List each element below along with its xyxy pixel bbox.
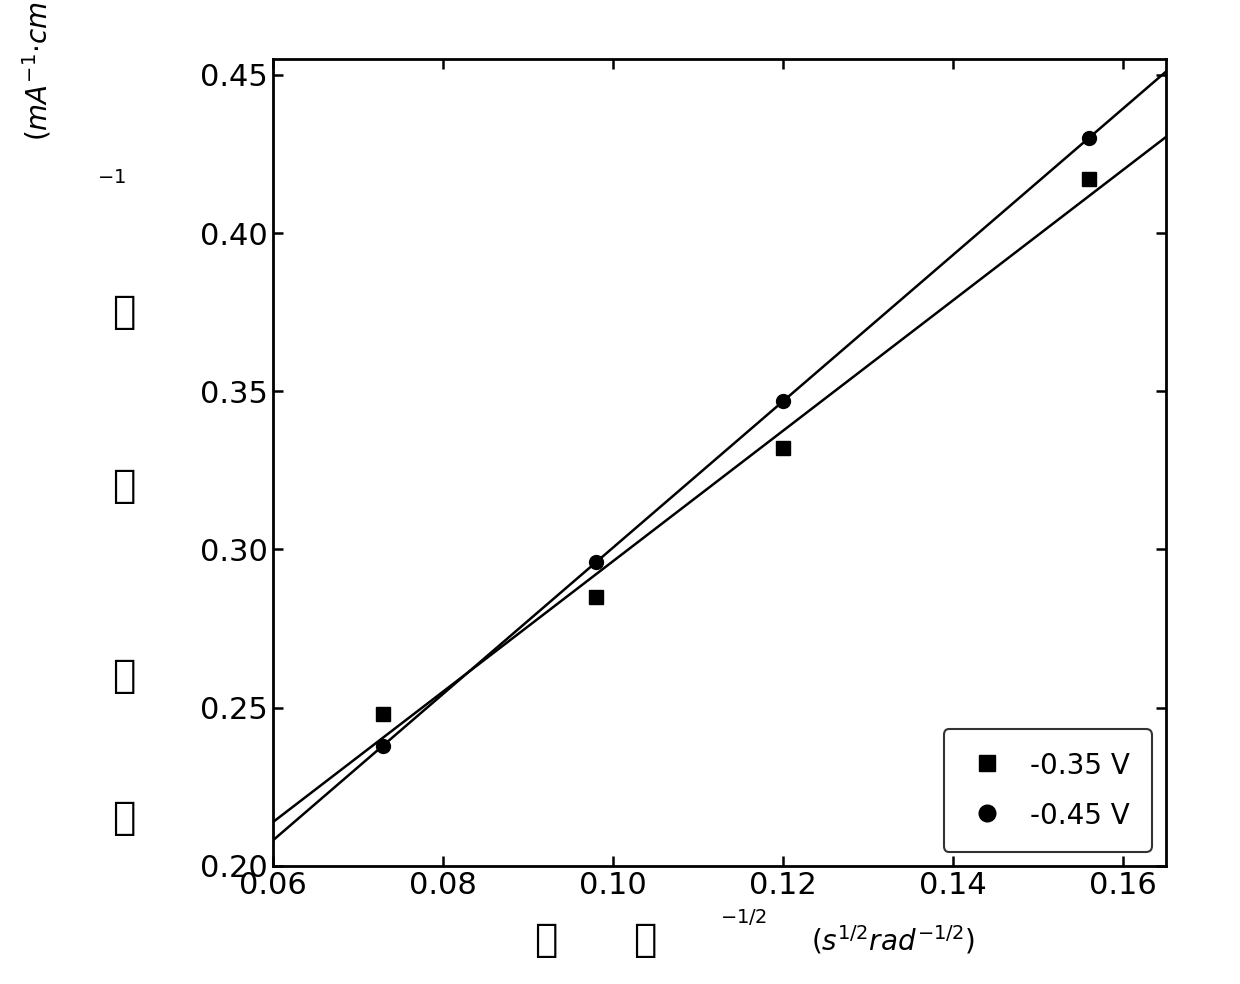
Text: 流: 流	[113, 657, 135, 695]
Text: $(s^{1/2}rad^{-1/2})$: $(s^{1/2}rad^{-1/2})$	[811, 923, 975, 956]
Text: $(mA^{-1}{\cdot}cm^{2})$: $(mA^{-1}{\cdot}cm^{2})$	[21, 0, 53, 141]
Text: $^{-1/2}$: $^{-1/2}$	[720, 911, 768, 939]
Line: -0.35 V: -0.35 V	[377, 172, 1096, 721]
Legend: -0.35 V, -0.45 V: -0.35 V, -0.45 V	[944, 729, 1152, 852]
Line: -0.45 V: -0.45 V	[377, 131, 1096, 753]
Text: 速: 速	[634, 921, 656, 958]
Text: 电: 电	[113, 799, 135, 837]
-0.35 V	[589, 591, 604, 603]
-0.45 V	[775, 395, 790, 406]
-0.35 V	[775, 443, 790, 455]
Text: 密: 密	[113, 293, 135, 332]
-0.45 V	[376, 740, 391, 752]
Text: 转: 转	[534, 921, 557, 958]
Text: $^{-1}$: $^{-1}$	[97, 171, 126, 200]
Text: 度: 度	[113, 467, 135, 505]
-0.45 V	[589, 556, 604, 568]
-0.35 V	[376, 708, 391, 720]
-0.35 V	[1081, 173, 1096, 185]
-0.45 V	[1081, 132, 1096, 144]
